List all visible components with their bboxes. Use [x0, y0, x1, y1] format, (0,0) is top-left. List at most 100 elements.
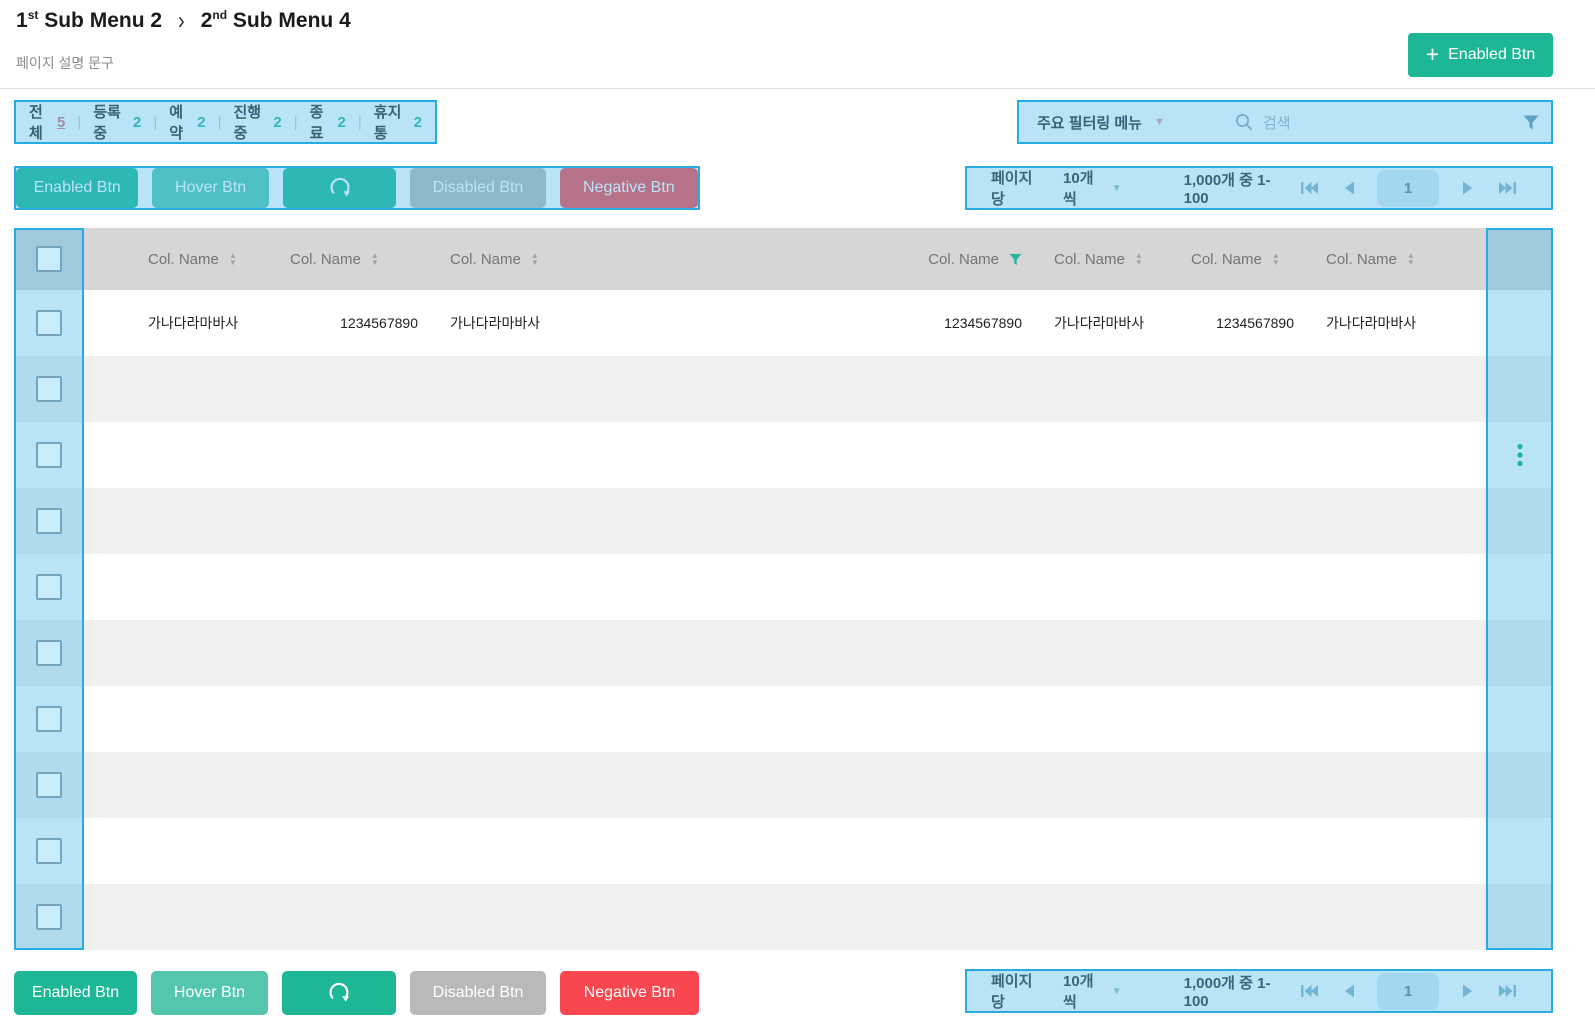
cell: 가나다라마바사	[148, 315, 239, 331]
row-checkbox[interactable]	[36, 838, 62, 864]
column-header-4[interactable]: Col. Name	[614, 251, 1038, 268]
pagination-top: 페이지당 10개씩 ▼ 1,000개 중 1-100 1	[965, 166, 1553, 210]
cell: 가나다라마바사	[1326, 315, 1417, 331]
row-checkbox[interactable]	[36, 310, 62, 336]
column-header-2[interactable]: Col. Name ▲ ▼	[290, 250, 379, 268]
checkbox-column	[14, 228, 84, 950]
status-tab-inprogress[interactable]: 진행중 2	[233, 104, 282, 142]
row-checkbox[interactable]	[36, 574, 62, 600]
row-action-column	[1486, 228, 1553, 950]
add-button[interactable]: + Enabled Btn	[1408, 33, 1553, 77]
sort-icon: ▲ ▼	[228, 251, 237, 267]
enabled-button[interactable]: Enabled Btn	[16, 168, 139, 208]
cell: 1234567890	[944, 315, 1022, 331]
status-tab-reserved[interactable]: 예약 2	[169, 104, 206, 142]
pager: 1	[1289, 972, 1527, 1010]
header-divider	[0, 88, 1595, 89]
per-page-select[interactable]: 10개씩 ▼	[1063, 973, 1122, 1011]
cell: 가나다라마바사	[1054, 315, 1145, 331]
cell: 1234567890	[1216, 315, 1294, 331]
hover-button[interactable]: Hover Btn	[151, 971, 268, 1015]
toolbar-top: Enabled Btn Hover Btn Disabled Btn Negat…	[14, 166, 700, 210]
column-header-3[interactable]: Col. Name ▲ ▼	[450, 250, 539, 268]
table-row[interactable]: 가나다라마바사 1234567890 가나다라마바사 1234567890 가나…	[84, 290, 1486, 356]
sort-icon: ▲ ▼	[1406, 251, 1415, 267]
page-last-icon[interactable]	[1487, 181, 1527, 195]
refresh-icon	[324, 978, 354, 1008]
page-first-icon[interactable]	[1289, 984, 1329, 998]
data-table: Col. Name ▲ ▼ Col. Name ▲ ▼ Col. Name ▲ ▼ C…	[14, 228, 1553, 950]
status-tab-ended[interactable]: 종료 2	[309, 104, 346, 142]
chevron-down-icon: ▼	[1111, 985, 1122, 997]
table-content: Col. Name ▲ ▼ Col. Name ▲ ▼ Col. Name ▲ ▼ C…	[84, 228, 1486, 356]
cell: 가나다라마바사	[450, 315, 541, 331]
breadcrumb: 1st Sub Menu 2 › 2nd Sub Menu 4	[16, 7, 351, 35]
per-page-select[interactable]: 10개씩 ▼	[1063, 170, 1122, 208]
refresh-icon	[325, 173, 355, 203]
row-checkbox[interactable]	[36, 904, 62, 930]
row-checkbox[interactable]	[36, 706, 62, 732]
chevron-down-icon: ▼	[1111, 182, 1122, 194]
breadcrumb-item-1[interactable]: 1st Sub Menu 2	[16, 8, 163, 32]
select-all-checkbox[interactable]	[36, 246, 62, 272]
negative-button[interactable]: Negative Btn	[560, 971, 699, 1015]
search-placeholder: 검색	[1263, 114, 1291, 132]
tab-divider: |	[293, 113, 298, 131]
filter-funnel-icon[interactable]	[1009, 253, 1022, 266]
filter-funnel-icon[interactable]	[1523, 115, 1539, 130]
column-header-5[interactable]: Col. Name ▲ ▼	[1054, 250, 1143, 268]
per-page-label: 페이지당	[991, 170, 1033, 208]
row-checkbox[interactable]	[36, 442, 62, 468]
enabled-button[interactable]: Enabled Btn	[14, 971, 137, 1015]
column-header-6[interactable]: Col. Name ▲ ▼	[1191, 250, 1280, 268]
page-prev-icon[interactable]	[1329, 181, 1369, 195]
kebab-menu-icon[interactable]	[1516, 443, 1523, 467]
table-header-row: Col. Name ▲ ▼ Col. Name ▲ ▼ Col. Name ▲ ▼ C…	[84, 228, 1486, 290]
main-filter-dropdown[interactable]: 주요 필터링 메뉴 ▼	[1037, 114, 1165, 132]
plus-icon: +	[1425, 40, 1440, 67]
pager: 1	[1289, 169, 1527, 207]
per-page-label: 페이지당	[991, 973, 1033, 1011]
refresh-button[interactable]	[282, 168, 397, 208]
breadcrumb-separator: ›	[178, 7, 185, 35]
sort-icon: ▲ ▼	[370, 251, 379, 267]
search-input[interactable]: 검색	[1221, 100, 1553, 144]
sort-icon: ▲ ▼	[1271, 251, 1280, 267]
tab-divider: |	[77, 113, 82, 131]
current-page[interactable]: 1	[1377, 169, 1439, 207]
page-first-icon[interactable]	[1289, 181, 1329, 195]
row-checkbox[interactable]	[36, 640, 62, 666]
status-tab-trash[interactable]: 휴지통 2	[373, 104, 422, 142]
disabled-button: Disabled Btn	[410, 168, 546, 208]
cell: 1234567890	[340, 315, 418, 331]
status-tab-bar: 전체 5 | 등록중 2 | 예약 2 | 진행중 2 | 종료 2 | 휴지통…	[14, 100, 437, 144]
toolbar-bottom: Enabled Btn Hover Btn Disabled Btn Negat…	[14, 971, 699, 1015]
sort-icon: ▲ ▼	[530, 251, 539, 267]
pagination-bottom: 페이지당 10개씩 ▼ 1,000개 중 1-100 1	[965, 969, 1553, 1013]
refresh-button[interactable]	[282, 971, 396, 1015]
tab-divider: |	[153, 113, 158, 131]
row-checkbox[interactable]	[36, 376, 62, 402]
page-last-icon[interactable]	[1487, 984, 1527, 998]
page-next-icon[interactable]	[1447, 984, 1487, 998]
row-checkbox[interactable]	[36, 508, 62, 534]
page-prev-icon[interactable]	[1329, 984, 1369, 998]
column-header-7[interactable]: Col. Name ▲ ▼	[1326, 250, 1415, 268]
chevron-down-icon: ▼	[1153, 116, 1165, 128]
search-icon	[1235, 113, 1253, 131]
breadcrumb-item-2[interactable]: 2nd Sub Menu 4	[200, 8, 351, 32]
tab-divider: |	[357, 113, 362, 131]
range-text: 1,000개 중 1-100	[1183, 975, 1271, 1010]
sort-icon: ▲ ▼	[1134, 251, 1143, 267]
row-checkbox[interactable]	[36, 772, 62, 798]
page-next-icon[interactable]	[1447, 181, 1487, 195]
tab-divider: |	[217, 113, 222, 131]
disabled-button: Disabled Btn	[410, 971, 546, 1015]
column-header-1[interactable]: Col. Name ▲ ▼	[148, 250, 237, 268]
status-tab-registering[interactable]: 등록중 2	[93, 104, 142, 142]
current-page[interactable]: 1	[1377, 972, 1439, 1010]
status-tab-all[interactable]: 전체 5	[29, 104, 66, 142]
hover-button[interactable]: Hover Btn	[152, 168, 269, 208]
negative-button[interactable]: Negative Btn	[559, 168, 698, 208]
page-description: 페이지 설명 문구	[16, 55, 114, 71]
